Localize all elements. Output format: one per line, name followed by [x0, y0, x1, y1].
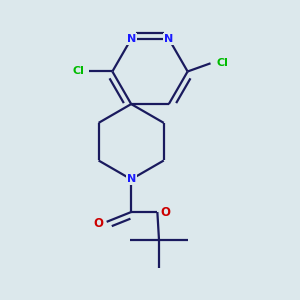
Text: N: N	[164, 34, 173, 44]
Text: Cl: Cl	[72, 67, 84, 76]
Text: N: N	[127, 174, 136, 184]
Text: Cl: Cl	[216, 58, 228, 68]
Text: O: O	[94, 217, 103, 230]
Text: N: N	[127, 34, 136, 44]
Text: O: O	[160, 206, 170, 218]
